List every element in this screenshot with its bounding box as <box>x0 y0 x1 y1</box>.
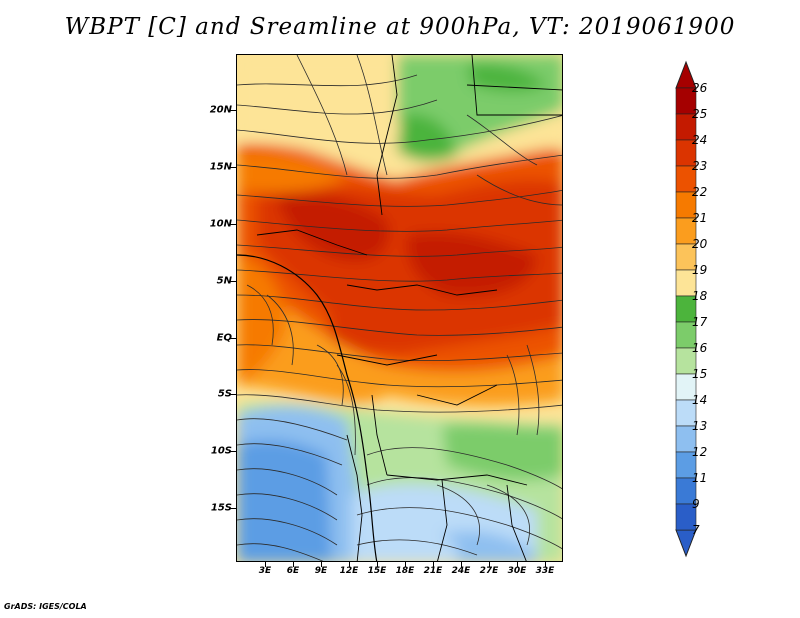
map-panel <box>236 54 563 562</box>
colorbar-label: 16 <box>692 341 708 355</box>
colorbar-segment <box>675 503 697 531</box>
map-title: WBPT [C] and Sreamline at 900hPa, VT: 20… <box>64 14 736 40</box>
colorbar-label: 15 <box>692 367 708 381</box>
lon-label-6e: 6E <box>286 566 300 576</box>
lon-label-30e: 30E <box>507 566 527 576</box>
streamlines <box>237 55 562 561</box>
lat-label-20n: 20N <box>209 104 232 116</box>
lon-label-33e: 33E <box>535 566 555 576</box>
colorbar-label: 17 <box>692 315 708 329</box>
lon-label-24e: 24E <box>451 566 471 576</box>
colorbar-label: 9 <box>692 497 700 511</box>
footer-credit: GrADS: IGES/COLA <box>4 602 87 611</box>
lat-label-eq: EQ <box>216 332 232 344</box>
colorbar-label: 23 <box>692 159 708 173</box>
wbpt-streamline-field <box>237 55 562 561</box>
colorbar-label: 26 <box>692 81 708 95</box>
colorbar-label: 22 <box>692 185 708 199</box>
country-boundaries <box>256 55 562 561</box>
lat-label-10n: 10N <box>209 218 232 230</box>
lat-label-15n: 15N <box>209 161 232 173</box>
lon-label-9e: 9E <box>314 566 328 576</box>
colorbar-label: 19 <box>692 263 708 277</box>
colorbar-label: 7 <box>692 523 700 537</box>
lat-label-5s: 5S <box>217 388 232 400</box>
lon-label-18e: 18E <box>395 566 415 576</box>
colorbar-segments <box>675 87 697 531</box>
lon-label-21e: 21E <box>423 566 443 576</box>
colorbar-label: 11 <box>692 471 708 485</box>
coastline <box>237 254 378 561</box>
colorbar-label: 25 <box>692 107 708 121</box>
colorbar-label: 14 <box>692 393 708 407</box>
colorbar-label: 24 <box>692 133 708 147</box>
colorbar-label: 21 <box>692 211 708 225</box>
lat-label-5n: 5N <box>216 275 232 287</box>
temperature-shading <box>237 55 562 561</box>
colorbar <box>675 60 697 558</box>
colorbar-label: 13 <box>692 419 708 433</box>
colorbar-label: 12 <box>692 445 708 459</box>
colorbar-label: 18 <box>692 289 708 303</box>
lon-label-3e: 3E <box>258 566 272 576</box>
colorbar-label: 20 <box>692 237 708 251</box>
lat-label-10s: 10S <box>210 445 232 457</box>
lat-label-15s: 15S <box>210 502 232 514</box>
lon-label-27e: 27E <box>479 566 499 576</box>
lon-label-12e: 12E <box>339 566 359 576</box>
lon-label-15e: 15E <box>367 566 387 576</box>
